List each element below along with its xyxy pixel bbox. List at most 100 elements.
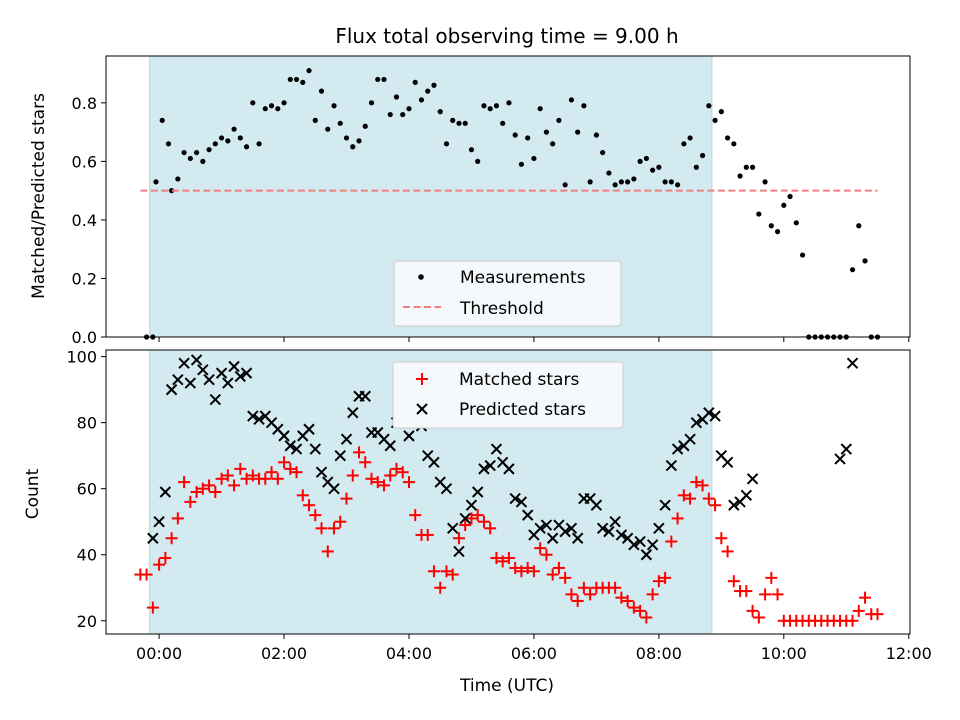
top-y-axis-label: Matched/Predicted stars xyxy=(29,93,49,299)
predicted-stars-point xyxy=(471,486,484,498)
y-tick-label: 100 xyxy=(66,348,97,367)
predicted-stars-point xyxy=(615,529,628,541)
predicted-stars-point xyxy=(521,509,534,521)
measurement-point xyxy=(525,135,531,141)
measurement-point xyxy=(625,179,631,185)
matched-stars-point xyxy=(627,601,640,614)
matched-stars-point xyxy=(271,472,284,485)
matched-stars-point xyxy=(340,492,353,505)
measurement-point xyxy=(165,141,172,147)
y-tick-label: 0.6 xyxy=(72,152,97,171)
predicted-stars-point xyxy=(490,443,503,455)
matched-stars-point xyxy=(852,604,865,617)
x-axis-label: Time (UTC) xyxy=(459,676,554,696)
chart-title: Flux total observing time = 9.00 h xyxy=(335,24,678,48)
measurement-point xyxy=(600,149,606,156)
measurement-point xyxy=(762,179,768,185)
measurement-point xyxy=(587,179,593,185)
matched-stars-point xyxy=(452,532,465,545)
matched-stars-point xyxy=(715,532,728,545)
matched-stars-point xyxy=(440,565,453,578)
matched-stars-point xyxy=(515,565,528,578)
predicted-stars-point xyxy=(559,525,571,538)
measurement-point xyxy=(787,193,793,200)
predicted-stars-point xyxy=(197,364,209,376)
matched-stars-point xyxy=(290,466,303,479)
measurement-point xyxy=(412,79,418,85)
measurement-point xyxy=(368,100,375,106)
matched-stars-point xyxy=(209,486,222,498)
predicted-stars-point xyxy=(703,407,715,419)
predicted-stars-point xyxy=(384,440,396,452)
measurement-point xyxy=(668,179,674,185)
measurement-point xyxy=(300,79,306,85)
predicted-stars-point xyxy=(253,413,265,426)
measurement-point xyxy=(181,149,187,156)
measurement-point xyxy=(343,135,350,141)
measurement-point xyxy=(749,164,756,170)
matched-stars-point xyxy=(353,446,366,459)
measurement-point xyxy=(275,106,281,112)
measurement-point xyxy=(381,76,387,83)
measurement-point xyxy=(268,103,275,109)
measurement-point xyxy=(849,267,856,273)
predicted-stars-point xyxy=(309,443,321,455)
measurement-point xyxy=(400,111,406,118)
predicted-stars-point xyxy=(453,545,465,558)
predicted-stars-point xyxy=(634,535,646,548)
matched-stars-point xyxy=(234,462,247,475)
predicted-stars-point xyxy=(359,390,371,402)
predicted-stars-point xyxy=(459,512,471,525)
matched-stars-point xyxy=(527,565,540,578)
predicted-stars-point xyxy=(546,532,559,544)
predicted-stars-point xyxy=(646,539,659,551)
matched-stars-point xyxy=(765,571,778,584)
bottom-y-axis: 20 40 60 80 100 xyxy=(66,348,106,631)
x-tick-label: 00:00 xyxy=(136,644,182,663)
matched-stars-point xyxy=(721,545,734,558)
matched-stars-point xyxy=(859,591,872,604)
predicted-stars-point xyxy=(303,423,315,435)
measurement-point xyxy=(550,141,556,147)
measurement-point xyxy=(581,103,587,109)
predicted-stars-point xyxy=(540,519,553,531)
predicted-stars-point xyxy=(284,440,296,452)
matched-stars-point xyxy=(565,588,578,601)
matched-stars-point xyxy=(259,472,272,485)
matched-stars-point xyxy=(446,568,459,581)
predicted-stars-point xyxy=(478,463,490,475)
matched-stars-point xyxy=(296,489,309,502)
measurement-point xyxy=(331,103,337,109)
predicted-stars-point xyxy=(834,453,846,465)
x-tick-label: 06:00 xyxy=(511,644,557,663)
x-tick-label: 02:00 xyxy=(261,644,307,663)
x-tick-label: 04:00 xyxy=(386,644,432,663)
measurement-point xyxy=(856,223,862,229)
measurement-point xyxy=(456,120,462,126)
matched-stars-point xyxy=(215,472,228,485)
predicted-stars-point xyxy=(465,499,478,511)
matched-stars-point xyxy=(396,466,409,479)
matched-stars-point xyxy=(771,588,784,601)
measurement-point xyxy=(175,176,181,182)
measurement-point xyxy=(537,106,543,112)
matched-stars-point xyxy=(671,512,684,525)
predicted-stars-point xyxy=(184,377,197,389)
matched-stars-point xyxy=(496,555,509,568)
measurement-point xyxy=(706,103,712,109)
predicted-stars-point xyxy=(340,433,353,445)
predicted-stars-point xyxy=(671,443,684,455)
predicted-stars-point xyxy=(203,374,215,386)
matched-stars-point xyxy=(140,568,153,581)
measurement-point xyxy=(731,141,737,147)
measurement-point xyxy=(218,135,225,141)
measurement-point xyxy=(481,103,487,109)
measurement-point xyxy=(159,117,165,123)
measurement-point xyxy=(500,120,506,126)
matched-stars-point xyxy=(759,588,772,601)
matched-stars-point xyxy=(490,552,503,565)
measurement-point xyxy=(656,164,662,170)
matched-stars-point xyxy=(334,515,347,528)
matched-stars-point xyxy=(509,561,522,574)
